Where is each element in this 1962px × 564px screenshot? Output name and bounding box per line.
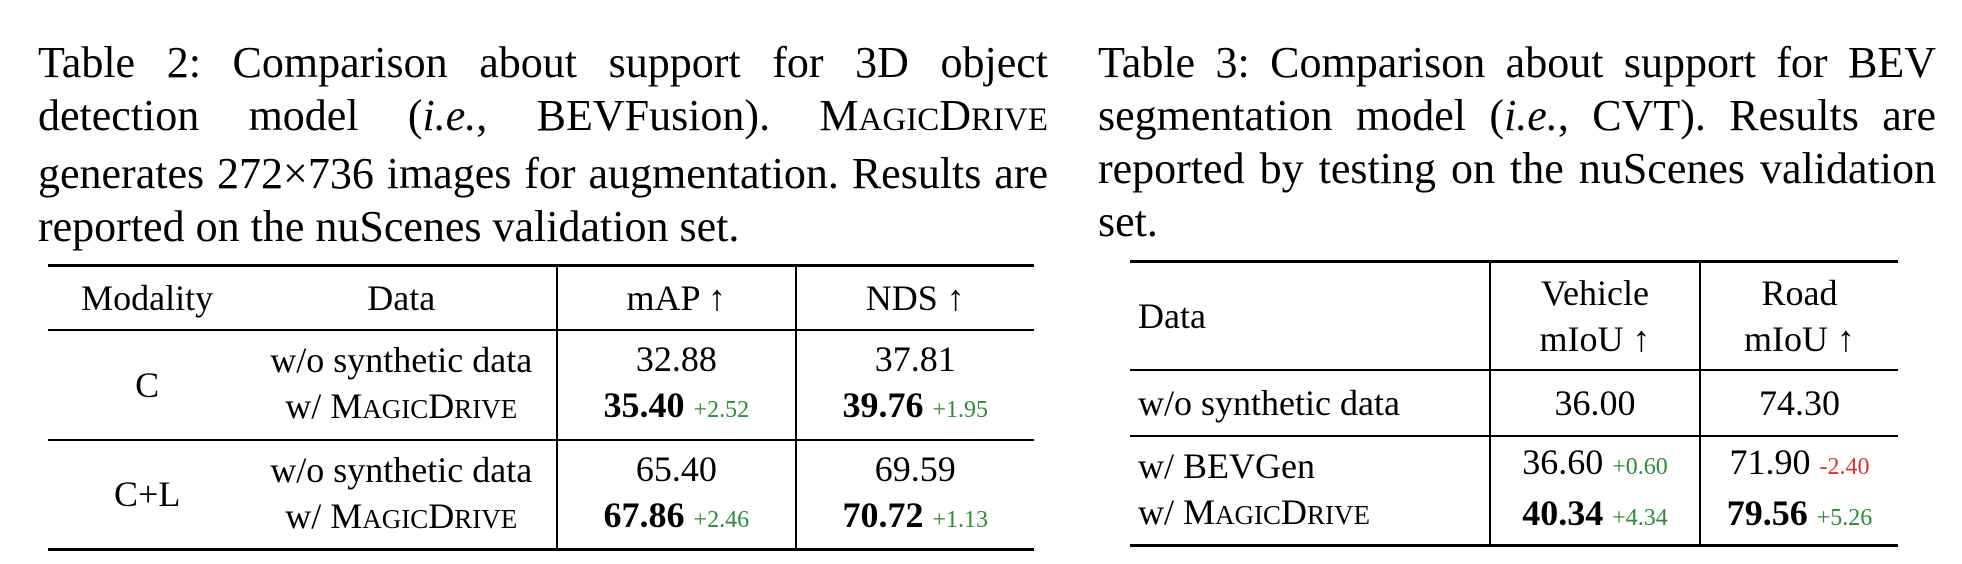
table2-header-data: Data <box>367 277 436 318</box>
table3-header-vehicle: Vehicle mIoU ↑ <box>1489 261 1700 370</box>
table3-data-baseline: w/o synthetic data <box>1138 382 1400 423</box>
table2-group-cl: C+L w/o synthetic data w/ MAGICDRIVE 65.… <box>48 439 1034 550</box>
table2-map-cell: 65.40 67.86 +2.46 <box>556 439 796 550</box>
table2-data-magicdrive: w/ MAGICDRIVE <box>285 495 518 536</box>
table3-header-data: Data <box>1138 295 1206 336</box>
table3-vehicle-bevgen: 36.60 +0.60 <box>1522 442 1668 483</box>
table2-caption: Table 2: Comparison about support for 3D… <box>38 36 1048 253</box>
table2-map-delta: +2.52 <box>693 397 750 423</box>
table2-caption-text-c: generates 272×736 images for augmentatio… <box>38 149 1048 251</box>
table3-data-bevgen: w/ BEVGen <box>1138 445 1315 486</box>
table3-vehicle-magicdrive: 40.34 +4.34 <box>1522 493 1668 534</box>
table3-panel: Table 3: Comparison about support for BE… <box>1098 36 1936 546</box>
table2-data-magicdrive: w/ MAGICDRIVE <box>285 386 518 426</box>
table2-nds-delta: +1.13 <box>932 506 989 533</box>
table2-nds-baseline: 37.81 <box>874 339 956 379</box>
table3-vehicle-magicdrive-delta: +4.34 <box>1612 505 1668 532</box>
table3-road-cell: 71.90 -2.40 79.56 +5.26 <box>1699 435 1898 546</box>
table3-vehicle-baseline: 36.00 <box>1489 369 1700 436</box>
table2-nds-magicdrive: 70.72 +1.13 <box>842 494 989 535</box>
table3-road-baseline: 74.30 <box>1699 369 1898 436</box>
table3-caption-label: Table 3: <box>1098 38 1250 87</box>
table3-caption-text-a: Comparison about support for BEV segment… <box>1098 38 1936 140</box>
table2-data-cell: w/o synthetic data w/ MAGICDRIVE <box>246 330 557 440</box>
table3-caption-text-b: , CVT). Results are reported by testing … <box>1098 91 1936 246</box>
table2-caption-text-b: , BEVFusion). <box>476 91 771 140</box>
table2-map-cell: 32.88 35.40 +2.52 <box>556 329 796 440</box>
table2-map-magicdrive: 35.40 +2.52 <box>603 385 750 425</box>
table2-modality-c: C <box>135 364 160 405</box>
table2-nds-cell: 69.59 70.72 +1.13 <box>794 439 1034 550</box>
table2-data-baseline: w/o synthetic data <box>270 340 533 380</box>
table3-vehicle-cell: 36.60 +0.60 40.34 +4.34 <box>1489 435 1700 546</box>
table2-data-cell: w/o synthetic data w/ MAGICDRIVE <box>246 440 557 550</box>
table3-data-magicdrive: w/ MAGICDRIVE <box>1138 491 1371 532</box>
table2-nds-baseline: 69.59 <box>874 448 956 489</box>
table2-header-nds: NDS ↑ <box>794 265 1034 330</box>
table3: Data Vehicle mIoU ↑ Road mIoU ↑ w/o synt… <box>1130 260 1898 547</box>
table2-panel: Table 2: Comparison about support for 3D… <box>38 36 1048 550</box>
table2-map-baseline: 32.88 <box>635 339 717 379</box>
table2-map-delta: +2.46 <box>693 506 750 533</box>
table2-map-magicdrive: 67.86 +2.46 <box>603 494 750 535</box>
table3-road-magicdrive-delta: +5.26 <box>1816 505 1873 532</box>
table2-header-map: mAP ↑ <box>556 265 796 330</box>
table2: Modality Data mAP ↑ NDS ↑ C w/o syntheti… <box>48 264 1034 551</box>
table2-caption-brand: MAGICDRIVE <box>819 91 1048 140</box>
table3-row-methods: w/ BEVGen w/ MAGICDRIVE 36.60 +0.60 40.3… <box>1130 435 1898 546</box>
table2-nds-magicdrive: 39.76 +1.95 <box>842 385 989 425</box>
table3-road-bevgen-delta: -2.40 <box>1819 454 1870 481</box>
table3-header-road: Road mIoU ↑ <box>1699 261 1898 370</box>
table3-row-baseline: w/o synthetic data 36.00 74.30 <box>1130 369 1898 436</box>
table2-map-baseline: 65.40 <box>635 448 717 489</box>
table3-road-bevgen: 71.90 -2.40 <box>1729 442 1870 483</box>
table2-caption-ie: i.e. <box>422 91 477 140</box>
table2-caption-text-a: Comparison about support for 3D object d… <box>38 38 1048 140</box>
table3-caption-ie: i.e. <box>1504 91 1558 140</box>
table3-caption: Table 3: Comparison about support for BE… <box>1098 36 1936 248</box>
table2-header-modality: Modality <box>81 277 214 318</box>
table2-caption-label: Table 2: <box>38 38 201 87</box>
table3-vehicle-bevgen-delta: +0.60 <box>1612 454 1668 481</box>
table2-data-baseline: w/o synthetic data <box>270 449 533 490</box>
table2-nds-cell: 37.81 39.76 +1.95 <box>794 329 1034 440</box>
table3-road-magicdrive: 79.56 +5.26 <box>1726 493 1873 534</box>
table2-modality-cl: C+L <box>114 474 181 515</box>
table2-nds-delta: +1.95 <box>932 397 989 423</box>
table3-data-cell: w/ BEVGen w/ MAGICDRIVE <box>1130 436 1490 546</box>
table2-group-c: C w/o synthetic data w/ MAGICDRIVE 32.88… <box>48 329 1034 440</box>
